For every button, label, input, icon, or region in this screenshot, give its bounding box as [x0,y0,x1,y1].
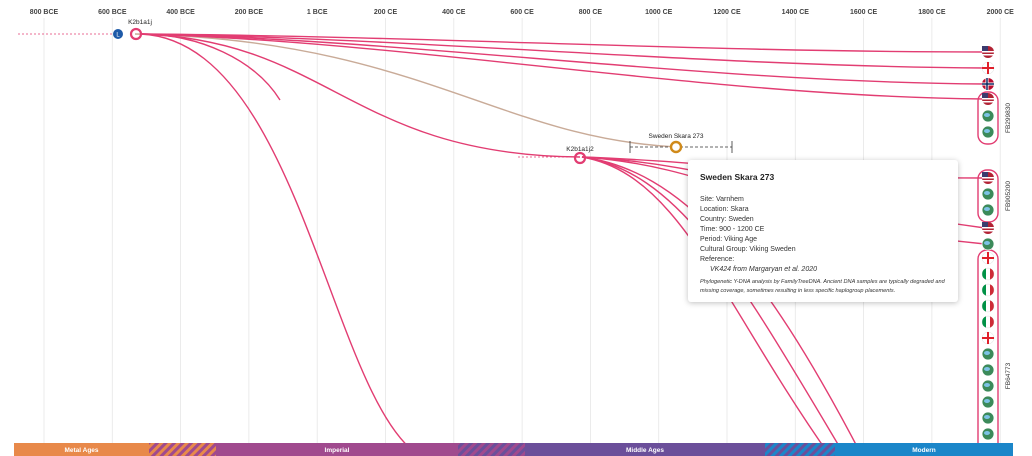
mid-node-icon[interactable] [573,151,587,165]
era-segment[interactable] [835,443,1013,456]
era-label: Imperial [325,447,350,454]
flag-georgia-icon[interactable] [981,251,995,265]
axis-tick-label: 600 BCE [98,9,127,16]
globe-icon[interactable] [981,109,995,123]
flag-us-icon[interactable] [982,93,994,105]
tooltip-site: Site: Varnhem [700,196,744,203]
globe-icon[interactable] [981,237,995,251]
ancient-sample-marker[interactable] [669,140,683,154]
axis-tick-label: 1800 CE [918,9,946,16]
era-transition [149,443,216,456]
tooltip-time: Time: 900 - 1200 CE [700,226,765,233]
axis-tick-label: 2000 CE [987,9,1015,16]
era-segment[interactable] [216,443,458,456]
globe-icon[interactable] [981,125,995,139]
axis-tick-label: 1 BCE [307,9,328,16]
tooltip-reference[interactable]: VK424 from Margaryan et al. 2020 [710,266,818,273]
branch-ancient-sample [134,33,681,148]
flag-us-icon[interactable] [982,46,994,58]
axis-tick-label: 200 CE [374,9,398,16]
branch-georgia-1 [139,33,986,69]
era-segment[interactable] [525,443,765,456]
tooltip-culture: Cultural Group: Viking Sweden [700,246,796,253]
globe-icon[interactable] [981,379,995,393]
globe-icon[interactable] [981,363,995,377]
kit-label-3: FB64773 [1005,362,1012,389]
tooltip-location: Location: Skara [700,206,749,213]
tooltip-reference-label: Reference: [700,256,735,263]
kit-group-outline-1[interactable] [977,91,999,145]
time-axis: 800 BCE 600 BCE 400 BCE 200 BCE 1 BCE 200 CE 4… [30,9,1014,16]
flag-georgia-icon[interactable] [981,61,995,75]
axis-tick-label: 600 CE [510,9,534,16]
flag-italy-icon[interactable] [981,315,995,329]
axis-tick-label: 1200 CE [713,9,741,16]
era-label: Modern [912,447,936,454]
kit-label-2: FB905200 [1005,181,1012,211]
root-node-label: K2b1a1j [128,19,152,26]
flag-us-icon[interactable] [982,222,994,234]
flag-georgia-icon[interactable] [981,331,995,345]
ancient-sample-label: Sweden Skara 273 [649,133,704,140]
axis-tick-label: 400 BCE [166,9,195,16]
axis-tick-label: 200 BCE [235,9,264,16]
era-transition [458,443,525,456]
branch-deep-2 [139,33,281,101]
era-transition [765,443,835,456]
flag-us-icon[interactable] [982,172,994,184]
flag-italy-icon[interactable] [981,299,995,313]
axis-tick-label: 400 CE [442,9,466,16]
flag-italy-icon[interactable] [981,267,995,281]
root-badge-letter: L [116,33,120,39]
leaf-icons [981,46,995,456]
globe-icon[interactable] [981,411,995,425]
flag-norway-icon[interactable] [982,78,994,90]
sample-tooltip-card: Sweden Skara 273 Site: Varnhem Location:… [688,160,958,302]
globe-icon[interactable] [981,203,995,217]
root-badge[interactable] [113,29,123,39]
axis-tick-label: 800 CE [579,9,603,16]
globe-icon[interactable] [981,347,995,361]
branch-deep-1 [139,33,421,456]
tooltip-period: Period: Viking Age [700,236,758,243]
flag-italy-icon[interactable] [981,283,995,297]
kit-label-1: FB299830 [1005,103,1012,133]
era-bar: Metal Ages Imperial Middle Ages Modern [14,443,1013,456]
tooltip-title: Sweden Skara 273 [700,172,775,182]
axis-tick-label: 800 BCE [30,9,59,16]
tooltip-country: Country: Sweden [700,216,754,223]
globe-icon[interactable] [981,187,995,201]
branch-us-1 [139,33,986,53]
root-node-icon[interactable] [129,27,143,41]
globe-icon[interactable] [981,395,995,409]
axis-tick-label: 1400 CE [782,9,810,16]
era-segment[interactable] [14,443,149,456]
branch-norway-1 [139,33,986,85]
tooltip-note: Phylogenetic Y-DNA analysis by FamilyTre… [700,279,945,294]
era-label: Middle Ages [626,447,664,454]
axis-tick-label: 1000 CE [645,9,673,16]
mid-node-label: K2b1a1j2 [566,146,594,153]
branch-us-2 [139,33,986,100]
branch-mid [139,33,581,158]
axis-tick-label: 1600 CE [850,9,878,16]
globe-icon[interactable] [981,427,995,441]
era-label: Metal Ages [64,447,98,454]
